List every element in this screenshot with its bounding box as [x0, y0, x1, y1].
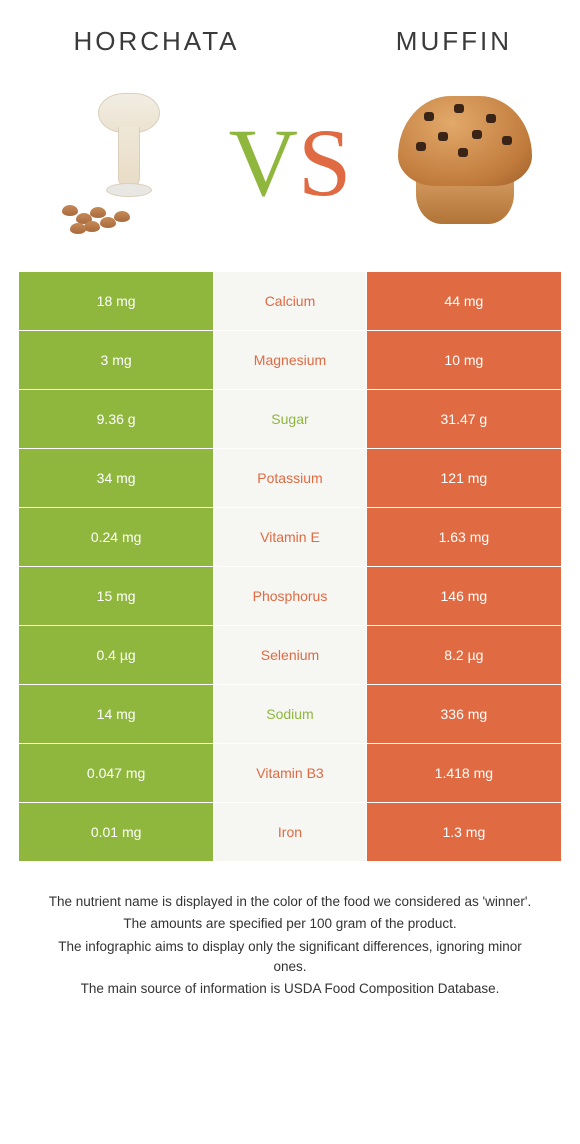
left-value-cell: 34 mg — [19, 449, 214, 508]
footnotes: The nutrient name is displayed in the co… — [18, 862, 562, 1005]
left-food-title: HORCHATA — [38, 26, 275, 57]
right-value-cell: 146 mg — [366, 567, 561, 626]
left-value-cell: 18 mg — [19, 272, 214, 331]
horchata-icon — [30, 83, 200, 243]
nutrient-name-cell: Phosphorus — [214, 567, 367, 626]
nutrient-name-cell: Vitamin B3 — [214, 744, 367, 803]
right-value-cell: 121 mg — [366, 449, 561, 508]
left-value-cell: 3 mg — [19, 331, 214, 390]
left-value-cell: 0.24 mg — [19, 508, 214, 567]
table-row: 34 mgPotassium121 mg — [19, 449, 562, 508]
vs-label: VS — [206, 115, 374, 211]
left-value-cell: 9.36 g — [19, 390, 214, 449]
left-value-cell: 0.4 µg — [19, 626, 214, 685]
nutrient-name-cell: Selenium — [214, 626, 367, 685]
right-value-cell: 336 mg — [366, 685, 561, 744]
nutrient-name-cell: Iron — [214, 803, 367, 862]
nutrient-name-cell: Magnesium — [214, 331, 367, 390]
table-row: 0.24 mgVitamin E1.63 mg — [19, 508, 562, 567]
table-row: 14 mgSodium336 mg — [19, 685, 562, 744]
table-row: 9.36 gSugar31.47 g — [19, 390, 562, 449]
table-row: 0.047 mgVitamin B31.418 mg — [19, 744, 562, 803]
right-value-cell: 1.63 mg — [366, 508, 561, 567]
nutrient-name-cell: Sugar — [214, 390, 367, 449]
vs-s-letter: S — [298, 115, 351, 211]
footnote-line: The amounts are specified per 100 gram o… — [40, 914, 540, 934]
right-value-cell: 44 mg — [366, 272, 561, 331]
muffin-icon — [380, 88, 550, 238]
right-food-title: MUFFIN — [275, 26, 542, 57]
comparison-table: 18 mgCalcium44 mg3 mgMagnesium10 mg9.36 … — [18, 271, 562, 862]
table-row: 18 mgCalcium44 mg — [19, 272, 562, 331]
right-value-cell: 31.47 g — [366, 390, 561, 449]
infographic: HORCHATA MUFFIN VS — [0, 0, 580, 1027]
nutrient-name-cell: Sodium — [214, 685, 367, 744]
left-value-cell: 0.01 mg — [19, 803, 214, 862]
right-value-cell: 1.3 mg — [366, 803, 561, 862]
table-row: 0.01 mgIron1.3 mg — [19, 803, 562, 862]
title-row: HORCHATA MUFFIN — [18, 18, 562, 61]
footnote-line: The infographic aims to display only the… — [40, 937, 540, 978]
footnote-line: The nutrient name is displayed in the co… — [40, 892, 540, 912]
table-row: 15 mgPhosphorus146 mg — [19, 567, 562, 626]
right-value-cell: 8.2 µg — [366, 626, 561, 685]
nutrient-name-cell: Vitamin E — [214, 508, 367, 567]
table-row: 3 mgMagnesium10 mg — [19, 331, 562, 390]
hero-row: VS — [18, 61, 562, 271]
left-value-cell: 0.047 mg — [19, 744, 214, 803]
footnote-line: The main source of information is USDA F… — [40, 979, 540, 999]
left-value-cell: 15 mg — [19, 567, 214, 626]
table-row: 0.4 µgSelenium8.2 µg — [19, 626, 562, 685]
right-value-cell: 10 mg — [366, 331, 561, 390]
nutrient-name-cell: Potassium — [214, 449, 367, 508]
right-value-cell: 1.418 mg — [366, 744, 561, 803]
vs-v-letter: V — [229, 115, 298, 211]
nutrient-name-cell: Calcium — [214, 272, 367, 331]
left-value-cell: 14 mg — [19, 685, 214, 744]
